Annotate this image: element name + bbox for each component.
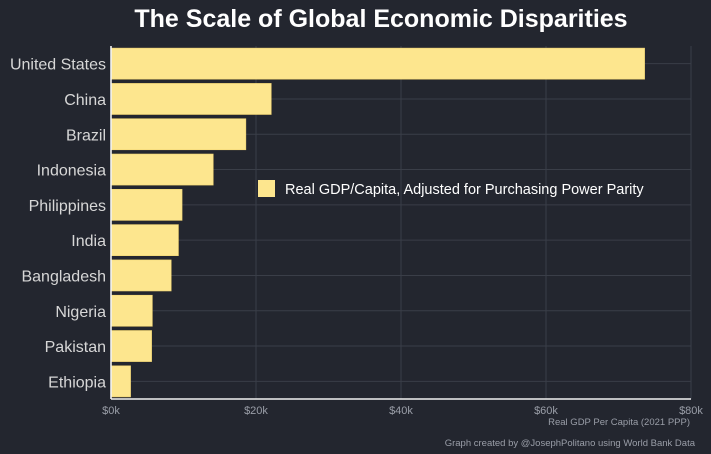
category-label: Ethiopia bbox=[48, 374, 106, 391]
x-tick-label: $0k bbox=[102, 405, 120, 417]
x-tick-label: $80k bbox=[679, 405, 703, 417]
bar bbox=[110, 294, 153, 327]
chart-title: The Scale of Global Economic Disparities bbox=[134, 5, 627, 33]
category-label: China bbox=[64, 92, 106, 109]
bar bbox=[110, 118, 247, 151]
category-label: Pakistan bbox=[45, 339, 106, 356]
bar bbox=[110, 189, 183, 221]
legend-swatch bbox=[258, 180, 275, 197]
category-label: Brazil bbox=[66, 127, 106, 144]
x-tick-label: $40k bbox=[389, 405, 413, 417]
category-labels: United States China Brazil Indonesia Philipp… bbox=[10, 57, 106, 392]
bar bbox=[110, 153, 214, 186]
bar bbox=[110, 330, 152, 362]
category-label: Bangladesh bbox=[21, 268, 106, 285]
bars-group bbox=[110, 47, 645, 398]
category-label: Philippines bbox=[29, 198, 106, 215]
x-axis-label: Real GDP Per Capita (2021 PPP) bbox=[548, 417, 690, 428]
x-tick-label: $60k bbox=[534, 405, 558, 417]
x-tick-labels: $0k $20k $40k $60k $80k bbox=[102, 405, 703, 417]
category-label: United States bbox=[10, 57, 106, 74]
credit-text: Graph created by @JosephPolitano using W… bbox=[445, 438, 696, 449]
bar bbox=[110, 365, 131, 398]
bar bbox=[110, 259, 172, 292]
bar bbox=[110, 47, 645, 80]
bar bbox=[110, 224, 179, 256]
bar bbox=[110, 83, 272, 115]
legend: Real GDP/Capita, Adjusted for Purchasing… bbox=[258, 180, 644, 198]
category-label: Nigeria bbox=[55, 304, 106, 321]
x-tick-label: $20k bbox=[244, 405, 268, 417]
category-label: Indonesia bbox=[37, 163, 106, 180]
legend-label: Real GDP/Capita, Adjusted for Purchasing… bbox=[285, 182, 644, 198]
category-label: India bbox=[71, 233, 106, 250]
